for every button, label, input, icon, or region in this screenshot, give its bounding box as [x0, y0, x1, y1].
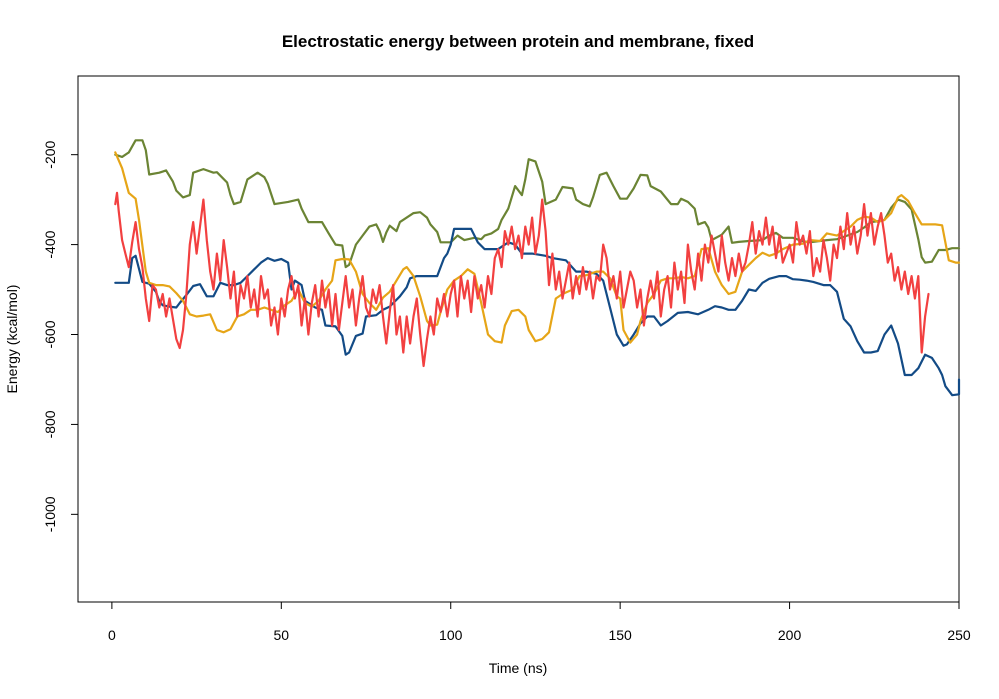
plot-area-border	[77, 75, 960, 603]
series-line-3	[114, 151, 961, 344]
series-group	[114, 139, 961, 397]
x-axis-label: Time (ns)	[489, 660, 548, 676]
y-axis-label: Energy (kcal/mol)	[4, 285, 20, 394]
x-tick-label: 100	[439, 627, 463, 643]
x-tick-label: 150	[608, 627, 632, 643]
y-tick-label: -600	[42, 320, 58, 348]
chart-title: Electrostatic energy between protein and…	[282, 32, 754, 51]
y-tick-label: -400	[42, 230, 58, 258]
y-tick-label: -1000	[42, 496, 58, 532]
series-line-2	[114, 227, 961, 397]
y-tick-label: -200	[42, 140, 58, 168]
y-axis: -1000 -800 -600 -400 -200	[42, 140, 79, 532]
x-tick-label: 200	[778, 627, 802, 643]
x-tick-label: 250	[947, 627, 971, 643]
x-tick-label: 0	[108, 627, 116, 643]
y-tick-label: -800	[42, 410, 58, 438]
x-tick-label: 50	[274, 627, 290, 643]
x-axis: 0 50 100 150 200 250	[108, 601, 971, 643]
series-line-4	[114, 191, 930, 368]
